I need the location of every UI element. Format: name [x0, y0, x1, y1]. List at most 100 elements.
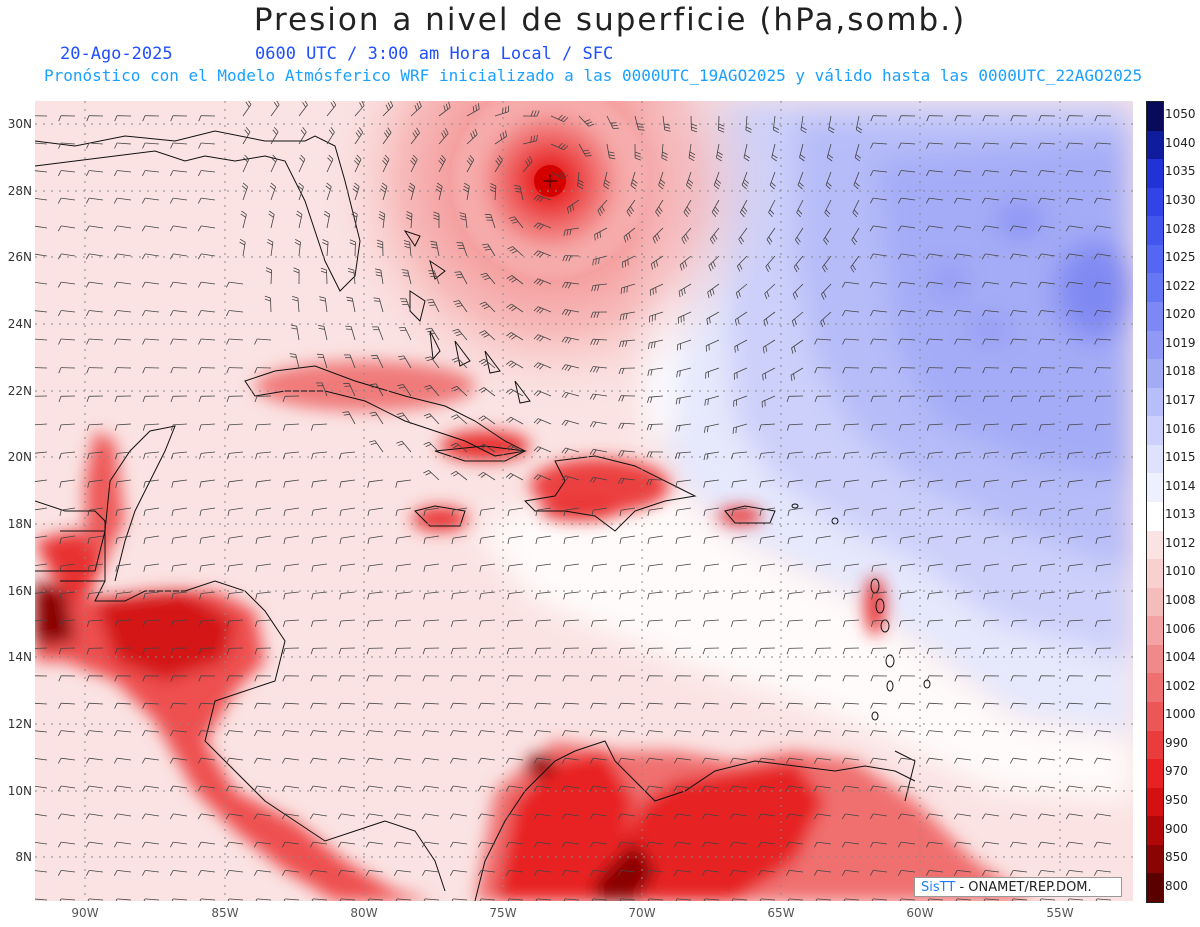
wind-barb-flag — [1039, 481, 1042, 488]
wind-barb-flag — [563, 898, 566, 901]
wind-barb-flag — [406, 214, 412, 218]
wind-barb-flag — [451, 565, 454, 572]
wind-barb-flag — [533, 110, 537, 117]
wind-barb — [852, 199, 860, 213]
wind-barb-flag — [114, 396, 118, 403]
wind-barb — [429, 384, 440, 397]
wind-barb — [626, 199, 636, 212]
wind-barb-flag — [560, 115, 566, 121]
wind-barb — [257, 479, 272, 483]
wind-barb — [438, 107, 451, 117]
wind-barb-flag — [684, 260, 688, 267]
wind-barb-flag — [709, 238, 714, 245]
wind-barb-flag — [282, 675, 286, 682]
wind-barb-flag — [870, 396, 874, 403]
wind-barb-flag — [170, 703, 174, 709]
wind-barb-flag — [1039, 538, 1042, 544]
wind-barb-flag — [511, 278, 517, 283]
wind-barb-flag — [282, 396, 286, 403]
wind-barb-flag — [683, 236, 687, 242]
wind-barb-flag — [687, 182, 693, 187]
wind-barb — [173, 870, 188, 873]
wind-barb — [61, 281, 76, 285]
wind-barb-flag — [927, 510, 930, 516]
wind-barb-flag — [87, 510, 90, 516]
wind-barb-flag — [197, 197, 202, 204]
wind-barb-flag — [703, 510, 706, 516]
wind-barb-flag — [319, 299, 326, 302]
wind-barb-flag — [198, 730, 202, 737]
wind-barb — [61, 310, 76, 313]
wind-barb — [929, 225, 944, 229]
wind-barb-flag — [814, 648, 818, 655]
wind-barb-flag — [370, 383, 377, 386]
wind-barb-flag — [355, 132, 360, 138]
wind-barb-flag — [679, 370, 681, 377]
wind-barb-flag — [1038, 730, 1042, 737]
wind-barb-flag — [422, 620, 426, 627]
wind-barb-flag — [982, 675, 986, 682]
wind-barb-flag — [267, 241, 273, 246]
wind-barb — [369, 785, 384, 789]
colorbar-swatch — [1147, 759, 1163, 789]
colorbar-label: 1018 — [1165, 364, 1196, 379]
wind-barb-flag — [1095, 593, 1098, 600]
wind-barb — [229, 535, 244, 539]
wind-barb-flag — [1094, 648, 1098, 655]
wind-barb — [677, 563, 692, 567]
wind-barb — [117, 225, 132, 229]
wind-barb-flag — [730, 648, 734, 655]
wind-barb-flag — [869, 870, 874, 876]
lat-label-14n: 14N — [7, 650, 32, 664]
wind-barb-flag — [508, 276, 515, 281]
wind-barb-flag — [57, 758, 62, 764]
wind-barb-flag — [1065, 870, 1070, 876]
wind-barb — [649, 813, 664, 817]
wind-barb-flag — [701, 758, 706, 764]
wind-barb-flag — [674, 675, 678, 682]
wind-barb-flag — [507, 593, 510, 600]
wind-barb-flag — [309, 785, 314, 792]
wind-barb — [760, 898, 776, 901]
wind-barb-flag — [632, 179, 638, 184]
wind-barb-flag — [593, 311, 597, 318]
wind-barb-flag — [283, 593, 286, 600]
wind-barb-flag — [870, 115, 874, 122]
wind-barb-flag — [349, 239, 356, 243]
colorbar-swatch — [1147, 187, 1163, 217]
wind-barb — [705, 563, 720, 567]
wind-barb-flag — [394, 620, 398, 627]
wind-barb-flag — [681, 238, 685, 244]
wind-barb — [733, 535, 748, 539]
wind-barb — [410, 132, 420, 145]
wind-barb-flag — [424, 356, 431, 359]
wind-barb-flag — [113, 197, 118, 204]
wind-barb-flag — [1010, 338, 1014, 345]
wind-barb-flag — [375, 271, 382, 274]
wind-barb — [173, 170, 188, 173]
wind-barb-flag — [730, 675, 734, 682]
wind-barb — [845, 841, 860, 845]
wind-barb — [35, 310, 48, 313]
wind-barb-flag — [758, 675, 762, 682]
wind-barb — [481, 591, 496, 594]
wind-barb-flag — [479, 301, 486, 305]
wind-barb-flag — [142, 620, 146, 627]
wind-barb-flag — [1039, 898, 1042, 901]
wind-barb — [117, 281, 132, 285]
wind-barb — [456, 414, 468, 425]
wind-barb — [89, 563, 104, 567]
lat-label-10n: 10N — [7, 784, 32, 798]
wind-barb-flag — [561, 364, 566, 370]
wind-barb-flag — [481, 243, 488, 246]
wind-barb — [817, 479, 832, 483]
wind-barb — [537, 418, 552, 425]
wind-barb-flag — [264, 295, 271, 299]
wind-barb — [901, 253, 916, 257]
wind-barb — [510, 332, 524, 341]
wind-barb-flag — [400, 329, 407, 331]
wind-barb — [593, 841, 608, 845]
wind-barb-flag — [421, 813, 426, 820]
colorbar-label: 1002 — [1165, 678, 1196, 693]
wind-barb-flag — [1066, 310, 1070, 317]
